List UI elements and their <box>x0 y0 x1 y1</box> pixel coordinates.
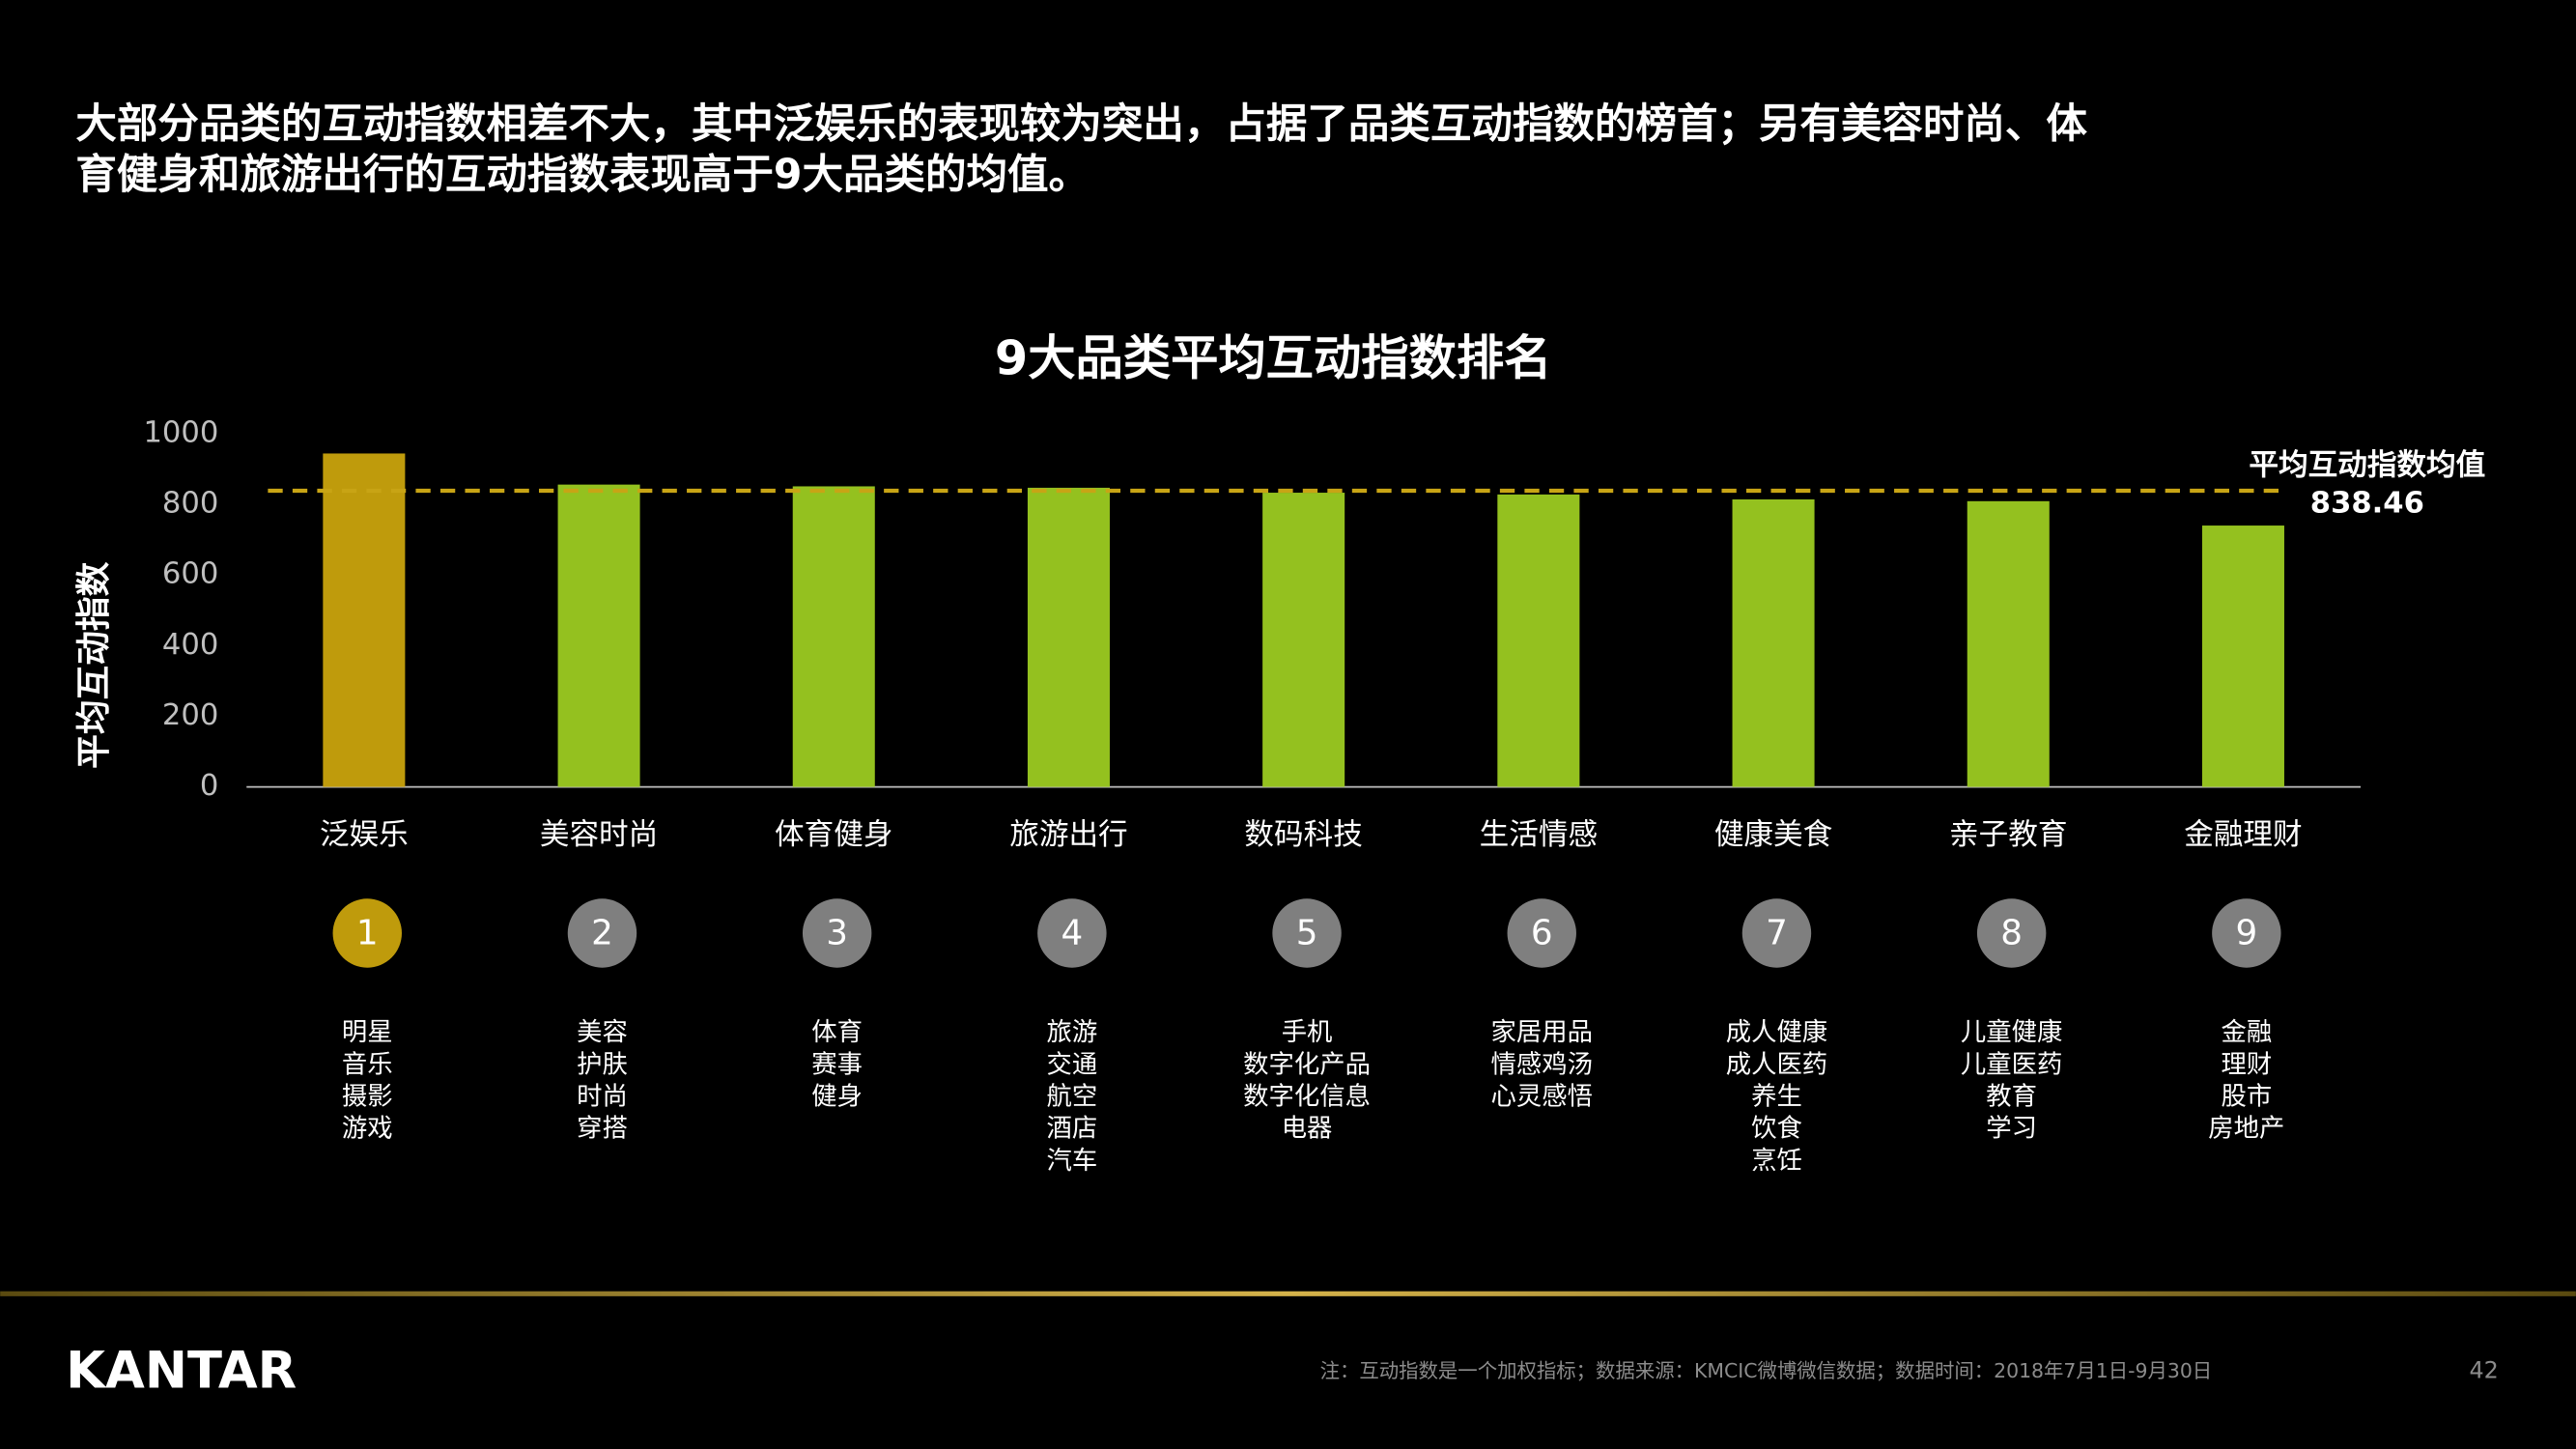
y-tick-label: 200 <box>162 698 218 732</box>
rank-badge <box>2212 898 2281 968</box>
rank-number: 4 <box>1062 914 1084 953</box>
divider <box>0 1291 2576 1296</box>
rank-badge <box>567 898 637 968</box>
subcategory: 养生 <box>1751 1083 1802 1112</box>
subcategory: 汽车 <box>1047 1147 1098 1176</box>
bar <box>557 484 640 787</box>
subcategory: 学习 <box>1986 1115 2037 1144</box>
subcategory: 音乐 <box>342 1050 393 1079</box>
subcategory: 股市 <box>2221 1083 2272 1112</box>
y-tick-label: 400 <box>162 628 218 662</box>
subcategory: 教育 <box>1986 1083 2037 1112</box>
average-value: 838.46 <box>2310 487 2424 521</box>
subcategory: 护肤 <box>577 1050 628 1079</box>
subcategory: 美容 <box>577 1018 628 1047</box>
rank-number: 6 <box>1531 914 1553 953</box>
subcategory: 房地产 <box>2208 1115 2284 1144</box>
subcategory: 数字化信息 <box>1243 1083 1371 1112</box>
bar <box>323 453 406 787</box>
subcategory: 心灵感悟 <box>1491 1083 1593 1112</box>
subcategory: 数字化产品 <box>1243 1050 1371 1079</box>
footnote: 注：互动指数是一个加权指标；数据来源：KMCIC微博微信数据；数据时间：2018… <box>1320 1359 2213 1382</box>
subcategory: 时尚 <box>577 1083 628 1112</box>
subcategory: 航空 <box>1047 1083 1098 1112</box>
subcategory: 情感鸡汤 <box>1491 1050 1593 1079</box>
bar <box>1497 494 1580 787</box>
subcategory: 成人医药 <box>1726 1050 1827 1079</box>
bar <box>792 486 875 787</box>
y-axis-label: 平均互动指数 <box>74 561 114 769</box>
subcategory: 穿搭 <box>577 1115 628 1144</box>
subcategory: 旅游 <box>1047 1018 1098 1047</box>
subcategory: 儿童医药 <box>1961 1050 2062 1079</box>
x-tick-label: 旅游出行 <box>1009 818 1127 852</box>
subcategory: 金融 <box>2221 1018 2272 1047</box>
x-tick-label: 金融理财 <box>2184 818 2302 852</box>
bar <box>2201 526 2284 787</box>
subcategory: 饮食 <box>1751 1115 1802 1144</box>
rank-badge <box>1037 898 1107 968</box>
y-tick-label: 800 <box>162 487 218 521</box>
y-tick-label: 600 <box>162 557 218 591</box>
rank-number: 9 <box>2235 914 2257 953</box>
x-tick-label: 美容时尚 <box>540 818 658 852</box>
subcategory: 体育 <box>811 1018 863 1047</box>
x-tick-label: 数码科技 <box>1244 818 1362 852</box>
x-tick-label: 生活情感 <box>1480 818 1598 852</box>
y-tick-label: 0 <box>200 769 218 803</box>
rank-badge <box>1976 898 2047 968</box>
subcategory: 儿童健康 <box>1961 1018 2062 1047</box>
subcategory: 家居用品 <box>1491 1018 1593 1047</box>
subcategory: 成人健康 <box>1726 1018 1827 1047</box>
subcategory: 电器 <box>1282 1115 1333 1144</box>
headline: 育健身和旅游出行的互动指数表现高于9大品类的均值。 <box>75 152 1090 199</box>
rank-badge <box>1272 898 1342 968</box>
subcategory: 手机 <box>1282 1018 1333 1047</box>
x-tick-label: 泛娱乐 <box>320 818 409 852</box>
subcategory: 健身 <box>811 1083 863 1112</box>
x-tick-label: 体育健身 <box>775 818 892 852</box>
rank-badge <box>332 898 402 968</box>
subcategory: 酒店 <box>1047 1115 1098 1144</box>
rank-badge <box>1741 898 1812 968</box>
average-label: 平均互动指数均值 <box>2249 448 2485 482</box>
rank-number: 8 <box>2000 914 2023 953</box>
x-tick-label: 健康美食 <box>1714 818 1832 852</box>
rank-badge <box>802 898 872 968</box>
rank-number: 5 <box>1296 914 1318 953</box>
subcategory: 交通 <box>1047 1050 1098 1079</box>
page-number: 42 <box>2469 1357 2498 1384</box>
x-tick-label: 亲子教育 <box>1949 818 2067 852</box>
bar <box>1967 500 2050 787</box>
rank-number: 3 <box>826 914 848 953</box>
subcategory: 烹饪 <box>1751 1147 1802 1176</box>
logo: KANTAR <box>66 1341 297 1400</box>
bar <box>1732 498 1815 787</box>
rank-number: 1 <box>356 914 379 953</box>
subcategory: 游戏 <box>342 1115 393 1144</box>
bar <box>1027 487 1110 787</box>
subcategory: 赛事 <box>811 1050 863 1079</box>
headline: 大部分品类的互动指数相差不大，其中泛娱乐的表现较为突出，占据了品类互动指数的榜首… <box>75 100 2087 148</box>
subcategory: 摄影 <box>342 1083 393 1112</box>
rank-number: 7 <box>1766 914 1788 953</box>
rank-badge <box>1507 898 1576 968</box>
subcategory: 理财 <box>2221 1050 2272 1079</box>
bar <box>1262 493 1345 787</box>
subcategory: 明星 <box>342 1018 393 1047</box>
y-tick-label: 1000 <box>143 415 218 449</box>
rank-number: 2 <box>591 914 613 953</box>
chart-title: 9大品类平均互动指数排名 <box>995 330 1552 386</box>
